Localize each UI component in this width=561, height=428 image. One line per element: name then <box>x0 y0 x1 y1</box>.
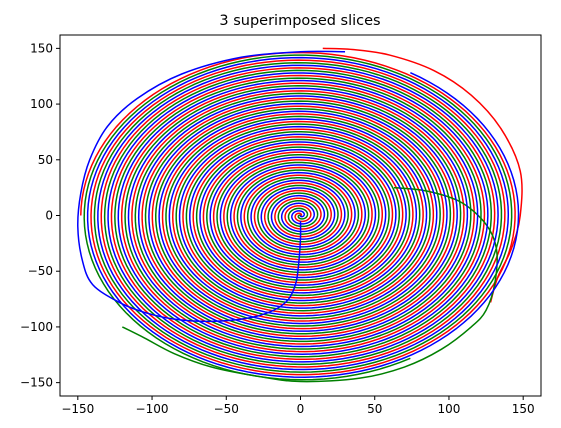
series-2-tail <box>122 186 498 383</box>
y-tick-label: 100 <box>30 97 53 111</box>
x-tick-label: −150 <box>61 402 94 416</box>
y-tick-label: −150 <box>20 376 53 390</box>
x-tick-label: 0 <box>297 402 305 416</box>
axes: −150 −100 −50 0 50 100 150 −150 −100 −50 0 50 100 150 <box>20 34 542 416</box>
y-tick-label: −50 <box>28 264 53 278</box>
y-tick-label: −100 <box>20 320 53 334</box>
series-1-spiral <box>80 51 516 376</box>
y-tick-label: 150 <box>30 41 53 55</box>
x-tick-label: 50 <box>367 402 382 416</box>
chart-title: 3 superimposed slices <box>219 13 380 29</box>
plot-area <box>77 47 523 383</box>
series-2 <box>83 54 513 383</box>
x-tick-label: −50 <box>214 402 239 416</box>
series-3 <box>77 50 520 378</box>
series-1 <box>80 47 523 376</box>
series-2-spiral <box>83 54 513 381</box>
y-tick-label: 50 <box>38 153 53 167</box>
y-tick-label: 0 <box>45 209 53 223</box>
x-tick-label: 100 <box>438 402 461 416</box>
series-3-tail <box>77 50 346 323</box>
x-tick-label: 150 <box>512 402 535 416</box>
x-tick-label: −100 <box>136 402 169 416</box>
series-1-tail <box>322 47 523 303</box>
series-3-spiral <box>86 56 520 378</box>
